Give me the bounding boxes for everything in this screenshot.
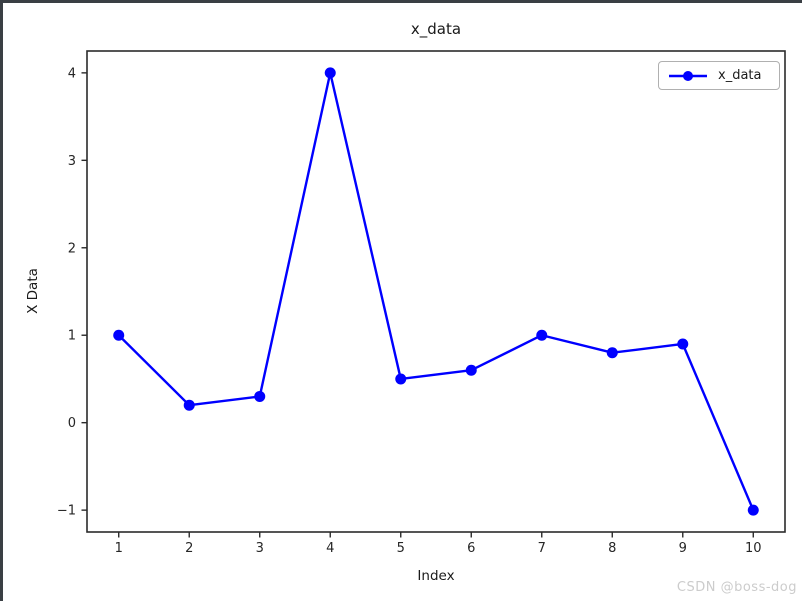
y-tick-label: 3: [68, 154, 76, 169]
x-axis-label: Index: [417, 568, 455, 584]
x-tick-label: 1: [115, 541, 123, 556]
data-point-marker: [747, 504, 759, 516]
data-point-marker: [324, 67, 336, 79]
y-tick-label: 1: [68, 329, 76, 344]
legend: x_data: [658, 61, 780, 90]
x-tick-label: 3: [256, 541, 264, 556]
data-point-marker: [606, 347, 618, 359]
y-axis-label: X Data: [25, 268, 41, 314]
x-tick-label: 8: [608, 541, 616, 556]
data-line: [117, 71, 755, 511]
data-point-marker: [677, 338, 689, 350]
data-point-marker: [395, 373, 407, 385]
y-tick-label: 4: [68, 66, 76, 81]
legend-line-marker-icon: [669, 70, 707, 81]
y-tick-label: 2: [68, 241, 76, 256]
x-tick-label: 4: [326, 541, 334, 556]
data-point-marker: [254, 390, 266, 402]
x-tick-label: 9: [679, 541, 687, 556]
y-tick-label: −1: [57, 504, 76, 519]
data-point-marker: [536, 329, 548, 341]
x-tick-label: 7: [538, 541, 546, 556]
watermark: CSDN @boss-dog: [676, 580, 797, 595]
plot-area: 1 2 3 4 5 6 7 8 9 10 −1 0 1 2 3 4: [57, 50, 786, 556]
chart-title: x_data: [410, 20, 462, 38]
data-point-marker: [183, 399, 195, 411]
legend-label: x_data: [718, 68, 762, 83]
x-tick-label: 6: [467, 541, 475, 556]
plot-frame: [86, 50, 786, 533]
x-tick-label: 2: [185, 541, 193, 556]
data-point-marker: [113, 329, 125, 341]
x-tick-label: 5: [397, 541, 405, 556]
y-tick-label: 0: [68, 416, 76, 431]
x-tick-label: 10: [745, 541, 762, 556]
data-point-marker: [465, 364, 477, 376]
